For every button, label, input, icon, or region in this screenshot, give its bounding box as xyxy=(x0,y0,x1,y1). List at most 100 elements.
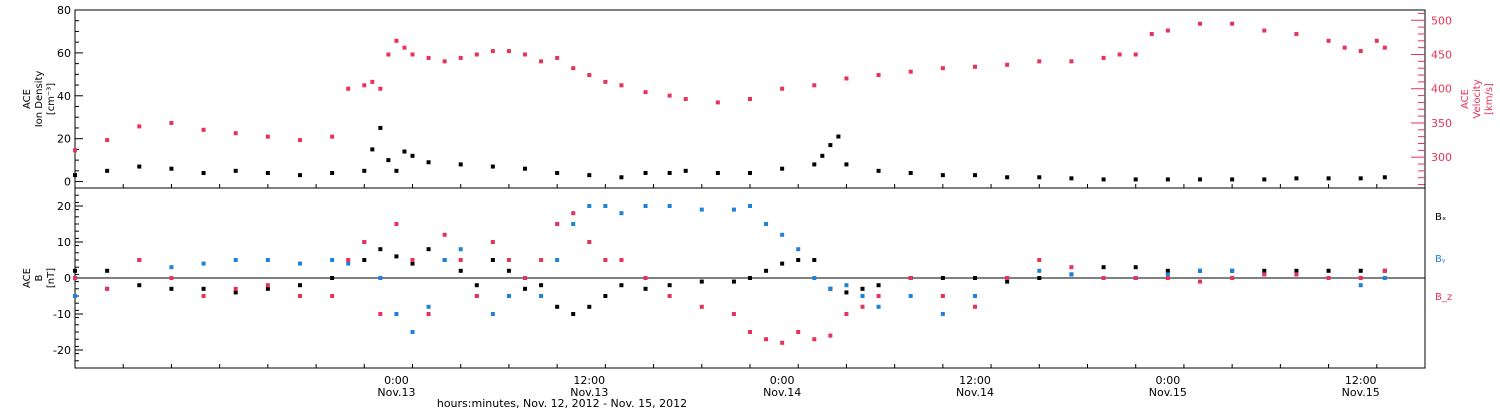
density-point xyxy=(973,173,977,178)
density-point xyxy=(1133,177,1138,182)
by-point xyxy=(1165,272,1170,277)
x-tick-date-label: Nov.14 xyxy=(956,386,994,399)
bz-point xyxy=(571,211,576,216)
bx-point xyxy=(1326,268,1331,273)
bz-point xyxy=(346,258,351,262)
bz-point xyxy=(699,304,704,309)
density-point xyxy=(370,147,375,152)
bz-point xyxy=(844,312,849,316)
density-point xyxy=(1262,177,1267,182)
bz-point xyxy=(1230,276,1235,280)
x-tick-time-label: 12:00 xyxy=(573,374,605,387)
velocity-axis-label-line-1: ACE xyxy=(1460,89,1471,109)
density-point xyxy=(812,162,817,167)
bz-point xyxy=(426,312,431,316)
by-point xyxy=(699,207,704,212)
density-point xyxy=(410,153,415,158)
by-point xyxy=(764,222,769,226)
by-point xyxy=(796,247,801,252)
velocity-point xyxy=(105,138,110,143)
velocity-point xyxy=(402,45,407,50)
bz-point xyxy=(940,294,945,298)
bx-point xyxy=(587,304,592,309)
bz-point xyxy=(137,258,142,262)
bz-point xyxy=(362,240,367,244)
velocity-point xyxy=(265,134,270,139)
density-tick-label: 80 xyxy=(57,4,71,17)
velocity-point xyxy=(362,83,367,88)
bz-point xyxy=(643,276,648,280)
by-point xyxy=(1358,283,1363,288)
by-point xyxy=(73,294,77,298)
bx-point xyxy=(1358,268,1363,273)
by-point xyxy=(908,294,913,298)
by-point xyxy=(1069,272,1074,277)
bx-point xyxy=(643,286,648,291)
bz-point xyxy=(506,258,511,262)
velocity-point xyxy=(748,97,752,101)
velocity-point xyxy=(378,86,383,91)
by-point xyxy=(490,312,495,316)
velocity-point xyxy=(643,90,648,95)
density-point xyxy=(1069,176,1074,181)
bx-point xyxy=(731,279,736,284)
density-point xyxy=(298,173,302,178)
velocity-point xyxy=(539,59,544,64)
density-point xyxy=(748,170,752,175)
velocity-point xyxy=(169,120,174,125)
velocity-point xyxy=(940,66,945,71)
velocity-axis-ticks: 300 350 400 450 500 xyxy=(1411,12,1452,186)
by-point xyxy=(539,294,544,298)
density-axis-label-line-1: ACE xyxy=(22,89,33,109)
by-point xyxy=(201,261,206,266)
velocity-point xyxy=(1165,28,1170,33)
bx-point xyxy=(571,312,576,316)
by-point xyxy=(619,211,624,216)
velocity-point xyxy=(683,97,688,101)
velocity-point xyxy=(523,52,527,57)
b-axis-label-line-2: B xyxy=(34,274,45,281)
velocity-axis-label-line-2: Velocity xyxy=(1472,79,1483,118)
x-tick-date-label: Nov.14 xyxy=(763,386,801,399)
density-point xyxy=(73,173,77,178)
legend-bx: Bₓ xyxy=(1435,212,1446,223)
by-point xyxy=(442,258,447,262)
bz-point xyxy=(265,283,270,288)
velocity-point xyxy=(667,93,672,98)
bx-point xyxy=(539,283,544,288)
velocity-point xyxy=(603,79,608,84)
by-point xyxy=(1198,268,1202,273)
legend-bz: B_z xyxy=(1435,292,1452,303)
by-point xyxy=(940,312,945,316)
bx-point xyxy=(362,258,367,262)
by-point xyxy=(1382,276,1387,280)
bz-point xyxy=(442,232,447,237)
density-series xyxy=(73,125,1387,182)
by-point xyxy=(812,276,817,280)
velocity-point xyxy=(1037,59,1042,64)
velocity-point xyxy=(973,64,977,69)
density-point xyxy=(1037,175,1042,180)
bz-point xyxy=(731,312,736,316)
velocity-point xyxy=(426,55,431,60)
by-point xyxy=(555,258,560,262)
velocity-tick-label: 400 xyxy=(1431,83,1452,96)
x-tick-time-label: 0:00 xyxy=(384,374,409,387)
density-point xyxy=(940,173,945,178)
bx-point xyxy=(796,258,801,262)
velocity-point xyxy=(490,49,495,54)
density-point xyxy=(330,170,335,175)
by-point xyxy=(298,261,302,266)
density-point xyxy=(683,168,688,173)
x-tick-date-label: Nov.13 xyxy=(570,386,608,399)
b-tick-label: -10 xyxy=(53,308,71,321)
velocity-point xyxy=(394,38,399,43)
bz-point xyxy=(73,276,77,280)
velocity-tick-label: 500 xyxy=(1431,14,1452,27)
bx-point xyxy=(169,286,174,291)
velocity-axis-label-line-3: [km/s] xyxy=(1484,83,1495,115)
b-tick-label: 0 xyxy=(64,272,71,285)
density-point xyxy=(426,160,431,165)
density-point xyxy=(490,164,495,169)
